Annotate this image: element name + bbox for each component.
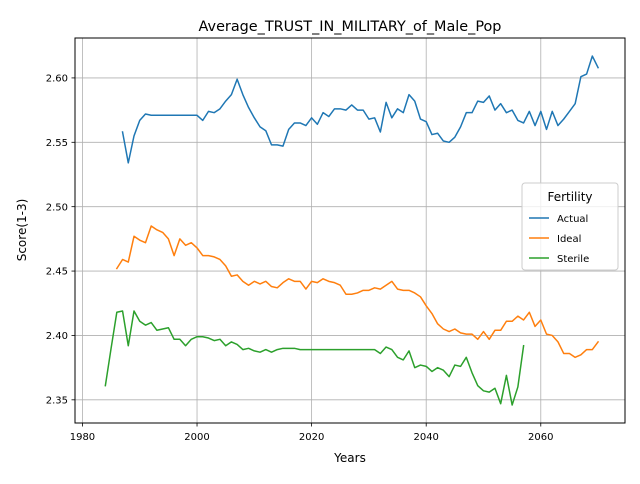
chart-title: Average_TRUST_IN_MILITARY_of_Male_Pop (199, 19, 502, 35)
plot-area-frame (74, 37, 626, 424)
y-tick-label: 2.60 (46, 74, 68, 85)
legend-title: Fertility (547, 190, 592, 204)
legend-entries: Actual Ideal Sterile (529, 214, 589, 265)
series-line-ideal (115, 225, 600, 359)
y-tick-label: 2.45 (46, 267, 68, 278)
series-lines (104, 55, 600, 406)
x-tick-label: 2020 (299, 432, 324, 443)
y-tick-label: 2.50 (46, 202, 68, 213)
x-tick-label: 2060 (528, 432, 553, 443)
legend-label-sterile: Sterile (557, 254, 589, 265)
x-tick-label: 1980 (70, 432, 95, 443)
x-ticks: 1980 2000 2020 2040 2060 (70, 423, 554, 443)
x-tick-label: 2000 (184, 432, 209, 443)
y-axis-label: Score(1-3) (15, 199, 29, 262)
series-line-actual (121, 55, 600, 164)
legend-label-actual: Actual (557, 214, 588, 225)
series-line-sterile (104, 310, 525, 406)
x-tick-label: 2040 (413, 432, 438, 443)
y-tick-label: 2.40 (46, 331, 68, 342)
y-ticks: 2.35 2.40 2.45 2.50 2.55 2.60 (46, 74, 75, 406)
x-axis-label: Years (333, 451, 366, 465)
legend: Fertility Actual Ideal Sterile (521, 182, 619, 271)
legend-box (521, 182, 619, 271)
legend-label-ideal: Ideal (557, 234, 581, 245)
y-tick-label: 2.55 (46, 138, 68, 149)
y-tick-label: 2.35 (46, 395, 68, 406)
